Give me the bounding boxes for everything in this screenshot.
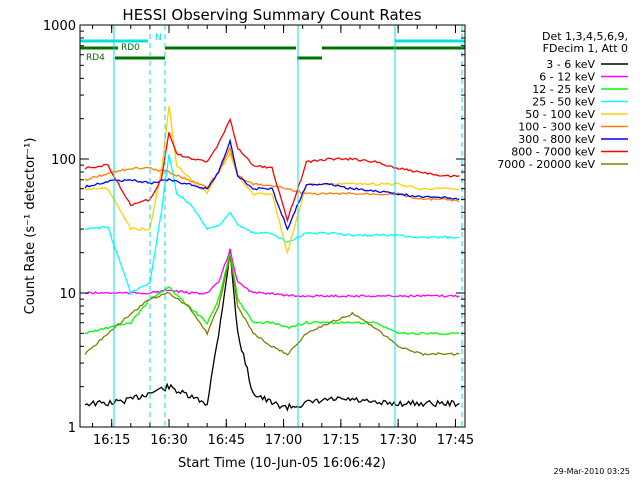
series-line-7 [84,117,460,223]
x-tick-label-0: 16:15 [93,433,130,448]
series-line-1 [84,248,460,298]
x-tick-label-4: 17:15 [322,433,359,448]
x-tick-label-5: 17:30 [379,433,416,448]
legend-label-5: 100 - 300 keV [518,121,595,134]
series-line-5 [84,146,460,203]
series-line-0 [84,250,460,412]
legend-label-2: 12 - 25 keV [532,83,595,96]
footer-timestamp: 29-Mar-2010 03:25 [554,467,631,476]
y-tick-label-0: 1 [68,421,76,436]
x-tick-label-2: 16:45 [208,433,245,448]
x-tick-label-3: 17:00 [265,433,302,448]
flag-label-rd0: RD0 [121,43,140,53]
legend: Det 1,3,4,5,6,9,FDecim 1, Att 0 3 - 6 keV… [497,30,628,171]
x-axis-label: Start Time (10-Jun-05 16:06:42) [178,456,386,471]
y-tick-label-3: 1000 [43,19,76,34]
legend-label-4: 50 - 100 keV [525,108,595,121]
series-line-8 [84,255,460,356]
y-axis: 1 10 100 1000 [43,19,465,436]
legend-label-1: 6 - 12 keV [539,71,595,84]
flags-layer: N RD0 RD4 [80,25,465,427]
legend-header-1: FDecim 1, Att 0 [543,42,628,55]
series-line-4 [84,105,460,255]
flag-label-n: N [155,33,162,43]
y-axis-label: Count Rate (s⁻¹ detector⁻¹) [23,138,38,315]
legend-label-3: 25 - 50 keV [532,96,595,109]
series-line-3 [84,154,460,296]
legend-label-6: 300 - 800 keV [518,133,595,146]
x-axis: 16:15 16:30 16:45 17:00 17:15 17:30 17:45 [92,25,474,448]
legend-header-0: Det 1,3,4,5,6,9, [542,30,628,43]
legend-label-8: 7000 - 20000 keV [497,158,595,171]
legend-label-7: 800 - 7000 keV [511,146,595,159]
legend-label-0: 3 - 6 keV [546,58,595,71]
chart-title: HESSI Observing Summary Count Rates [122,6,421,24]
flag-label-rd4: RD4 [86,53,105,63]
plot-frame [79,24,466,428]
y-tick-label-1: 10 [59,287,76,302]
x-tick-label-1: 16:30 [150,433,187,448]
y-tick-label-2: 100 [51,153,76,168]
plot-series-layer [84,105,460,412]
x-tick-label-6: 17:45 [437,433,474,448]
